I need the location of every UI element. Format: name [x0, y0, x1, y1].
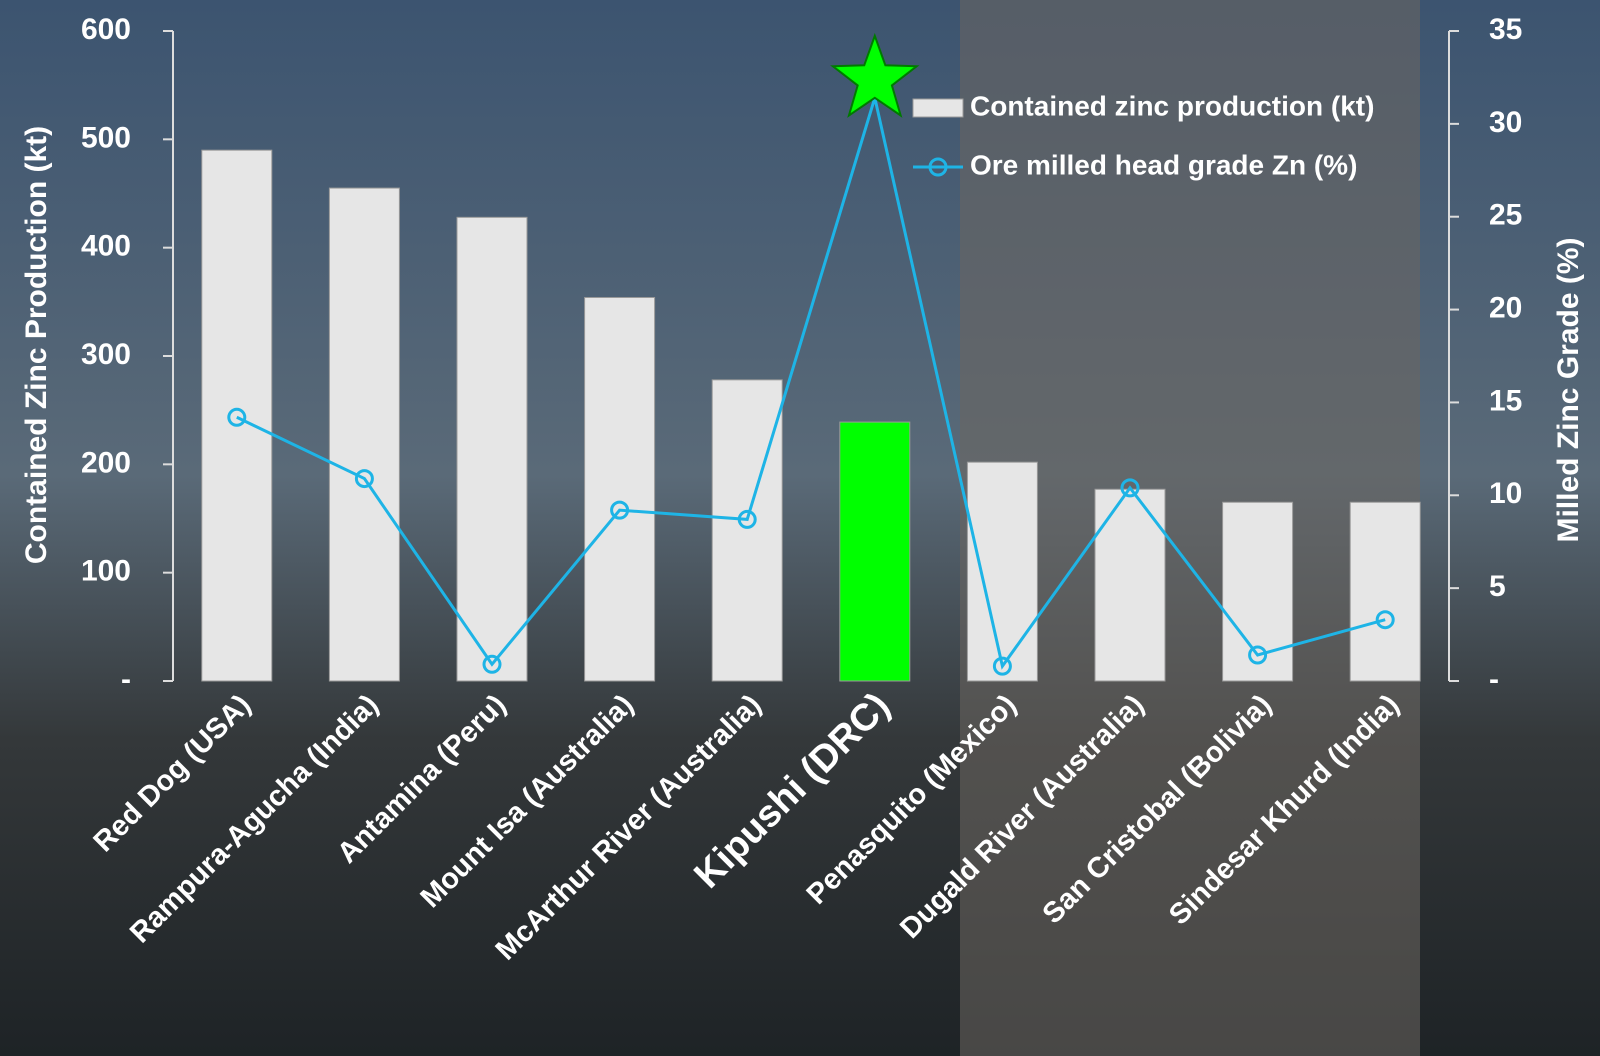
legend-label: Ore milled head grade Zn (%) — [970, 149, 1357, 180]
y-tick-label: 300 — [81, 338, 131, 371]
marker — [737, 509, 757, 529]
y2-axis-title: Milled Zinc Grade (%) — [1552, 237, 1585, 542]
marker — [227, 407, 247, 427]
y-tick-label: 600 — [81, 13, 131, 46]
y-axis-title: Contained Zinc Production (kt) — [20, 126, 53, 564]
bar — [839, 421, 911, 682]
legend-swatch — [912, 98, 964, 118]
y2-tick-label: 10 — [1489, 477, 1522, 510]
y2-tick-label: 15 — [1489, 384, 1522, 417]
marker — [482, 654, 502, 674]
bar — [584, 297, 656, 682]
y2-tick-label: 20 — [1489, 291, 1522, 324]
marker-star — [830, 32, 920, 118]
y2-tick-label: 35 — [1489, 13, 1522, 46]
bar — [711, 379, 783, 682]
marker — [1120, 478, 1140, 498]
marker — [354, 469, 374, 489]
y-tick-label: 400 — [81, 230, 131, 263]
bar — [1222, 501, 1294, 682]
bar — [966, 461, 1038, 682]
y2-tick-label: 5 — [1489, 570, 1506, 603]
bar — [1349, 501, 1421, 682]
marker — [1248, 645, 1268, 665]
y-tick-label: 200 — [81, 446, 131, 479]
line — [236, 91, 1386, 670]
legend-label: Contained zinc production (kt) — [970, 90, 1374, 121]
y2-tick-label: 25 — [1489, 199, 1522, 232]
y-tick-label: - — [121, 663, 131, 696]
y2-tick-label: - — [1489, 663, 1499, 696]
y2-tick-label: 30 — [1489, 106, 1522, 139]
marker — [992, 656, 1012, 676]
marker — [610, 500, 630, 520]
bar — [456, 216, 528, 682]
legend-swatch — [928, 157, 948, 177]
bar — [201, 149, 273, 682]
bar — [328, 187, 400, 682]
marker — [1375, 610, 1395, 630]
y-tick-label: 100 — [81, 555, 131, 588]
y-tick-label: 500 — [81, 121, 131, 154]
